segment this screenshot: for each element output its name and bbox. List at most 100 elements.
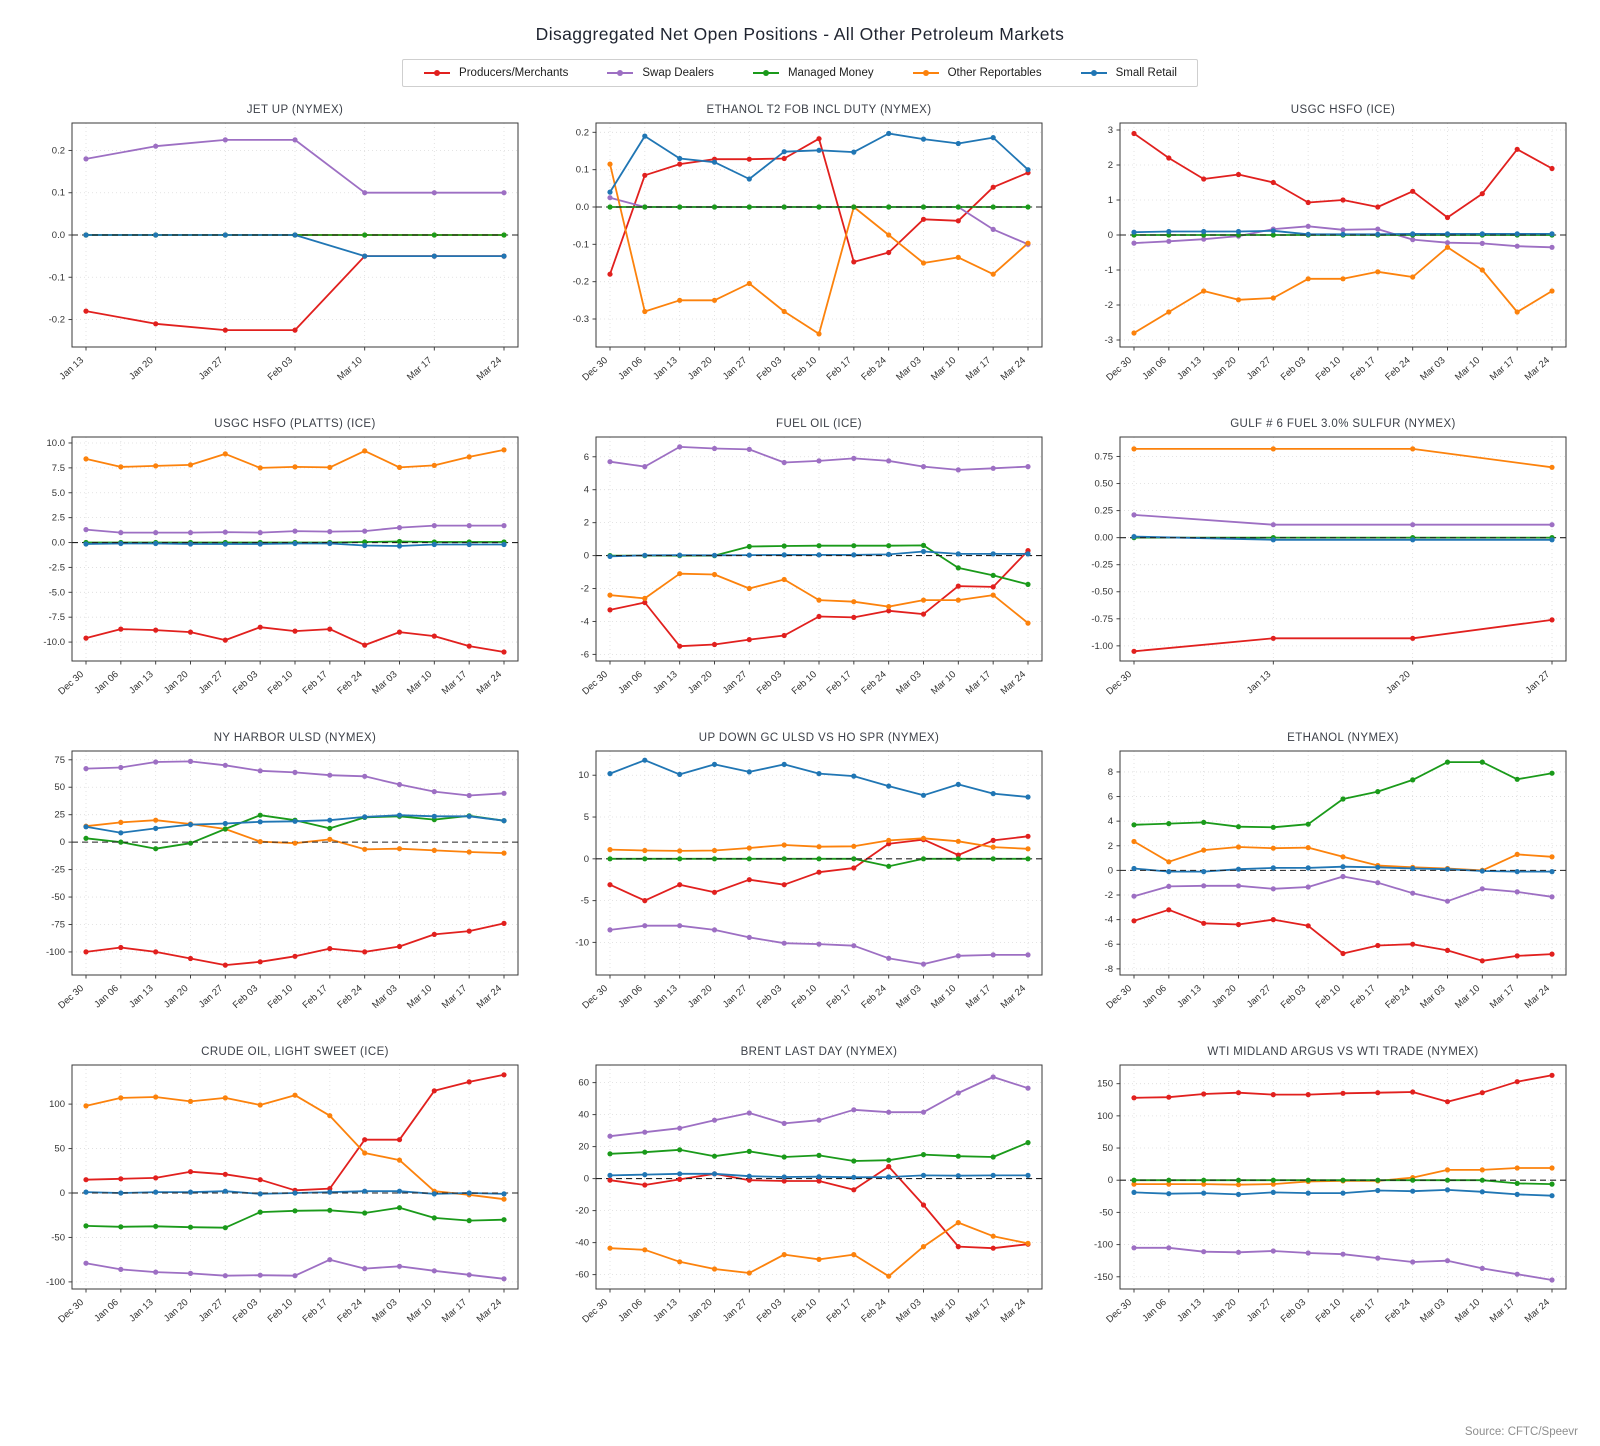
y-tick-label: -6 xyxy=(1105,939,1113,950)
series-point-retail xyxy=(1549,231,1555,237)
series-point-producers xyxy=(257,624,263,630)
series-point-producers xyxy=(990,184,996,190)
series-point-managed xyxy=(886,543,892,549)
series-point-managed xyxy=(607,1151,613,1157)
x-tick-label: Mar 17 xyxy=(1488,1297,1517,1325)
x-tick-label: Feb 10 xyxy=(266,1297,295,1325)
series-point-retail xyxy=(920,136,927,142)
legend-item-producers: Producers/Merchants xyxy=(423,67,568,79)
series-point-managed xyxy=(431,232,437,238)
series-point-swap xyxy=(1235,1249,1242,1255)
series-point-retail xyxy=(83,541,89,547)
series-point-managed xyxy=(431,1215,437,1221)
series-point-other xyxy=(1270,295,1276,301)
series-point-producers xyxy=(955,1244,961,1250)
y-tick-label: 40 xyxy=(578,1110,589,1121)
series-point-retail xyxy=(955,1173,961,1179)
series-point-retail xyxy=(1131,1189,1137,1195)
x-tick-label: Jan 27 xyxy=(1245,355,1274,382)
series-point-retail xyxy=(431,813,437,819)
series-point-retail xyxy=(851,773,857,779)
series-point-swap xyxy=(362,773,368,779)
x-tick-label: Feb 03 xyxy=(231,983,260,1011)
series-point-producers xyxy=(1549,617,1555,623)
series-point-other xyxy=(746,1270,752,1276)
series-point-retail xyxy=(1549,537,1555,543)
series-point-managed xyxy=(118,1224,124,1230)
series-point-other xyxy=(781,842,787,848)
x-tick-label: Feb 10 xyxy=(790,669,819,697)
chart-1: JET UP (NYMEX) Jan 13 Jan 20 Jan 27 Feb 03 Ma… xyxy=(14,97,538,409)
x-tick-label: Dec 30 xyxy=(1104,669,1134,697)
series-point-other xyxy=(187,1098,194,1104)
series-point-swap xyxy=(781,459,787,466)
x-tick-label: Jan 06 xyxy=(616,983,645,1010)
x-tick-label: Dec 30 xyxy=(1104,983,1134,1011)
series-point-other xyxy=(1340,276,1346,282)
series-point-retail xyxy=(466,1190,472,1196)
x-tick-label: Dec 30 xyxy=(580,669,610,697)
series-point-other xyxy=(1166,309,1172,315)
series-point-managed xyxy=(83,1223,89,1229)
x-tick-label: Jan 06 xyxy=(92,669,121,696)
series-point-swap xyxy=(746,446,752,452)
series-point-other xyxy=(886,604,892,610)
y-tick-label: -1 xyxy=(1105,265,1113,276)
series-point-managed xyxy=(1479,1177,1485,1183)
series-point-managed xyxy=(1025,1140,1031,1146)
series-point-managed xyxy=(1549,770,1555,776)
series-point-other xyxy=(1514,851,1520,857)
series-point-retail xyxy=(1549,1193,1555,1199)
x-tick-label: Feb 10 xyxy=(790,1297,819,1325)
legend-box: Producers/Merchants Swap Dealers Managed M… xyxy=(402,59,1198,87)
series-point-swap xyxy=(1305,884,1311,890)
series-point-producers xyxy=(83,1177,89,1183)
series-point-retail xyxy=(607,189,613,195)
series-point-producers xyxy=(955,218,961,224)
y-tick-label: 0 xyxy=(584,854,589,865)
series-point-retail xyxy=(83,232,89,238)
series-point-retail xyxy=(1270,537,1276,543)
series-point-swap xyxy=(501,190,507,196)
series-point-swap xyxy=(1375,226,1381,232)
x-tick-label: Feb 24 xyxy=(859,669,888,697)
x-tick-label: Mar 10 xyxy=(1453,355,1482,383)
series-point-retail xyxy=(362,253,368,259)
y-tick-label: -2 xyxy=(1105,890,1113,901)
y-tick-label: 10 xyxy=(578,770,589,781)
x-tick-label: Jan 06 xyxy=(92,983,121,1010)
series-point-swap xyxy=(1549,894,1555,900)
series-point-producers xyxy=(1340,197,1346,203)
series-point-producers xyxy=(746,637,752,643)
y-tick-label: 6 xyxy=(584,452,589,463)
y-tick-label: -50 xyxy=(51,892,65,903)
series-point-managed xyxy=(746,543,752,550)
series-point-other xyxy=(396,464,403,470)
series-point-other xyxy=(257,465,263,471)
y-tick-label: 7.5 xyxy=(52,463,65,474)
series-point-retail xyxy=(327,1189,333,1195)
x-tick-label: Feb 03 xyxy=(1279,983,1308,1011)
series-point-producers xyxy=(851,259,857,265)
series-point-managed xyxy=(781,1154,787,1160)
series-point-swap xyxy=(362,1266,368,1272)
series-point-managed xyxy=(851,1158,857,1164)
y-tick-label: -10.0 xyxy=(43,637,65,648)
x-tick-label: Mar 17 xyxy=(405,355,434,383)
series-point-other xyxy=(1549,288,1555,294)
series-point-swap xyxy=(396,525,403,531)
series-point-retail xyxy=(677,155,683,162)
series-point-retail xyxy=(222,820,228,827)
x-tick-label: Feb 24 xyxy=(1383,355,1412,383)
chart-canvas: NY HARBOR ULSD (NYMEX) Dec 30 Jan 06 Jan 13… xyxy=(46,732,519,1011)
series-point-other xyxy=(327,836,333,842)
series-point-swap xyxy=(1340,1251,1346,1257)
y-tick-label: 10.0 xyxy=(47,438,66,449)
series-point-producers xyxy=(292,953,298,959)
series-point-managed xyxy=(816,204,822,210)
series-point-retail xyxy=(1201,1190,1207,1196)
x-tick-label: Jan 27 xyxy=(721,1297,750,1324)
series-point-retail xyxy=(886,1174,892,1180)
x-tick-label: Jan 13 xyxy=(651,1297,680,1324)
x-tick-label: Jan 06 xyxy=(616,1297,645,1324)
